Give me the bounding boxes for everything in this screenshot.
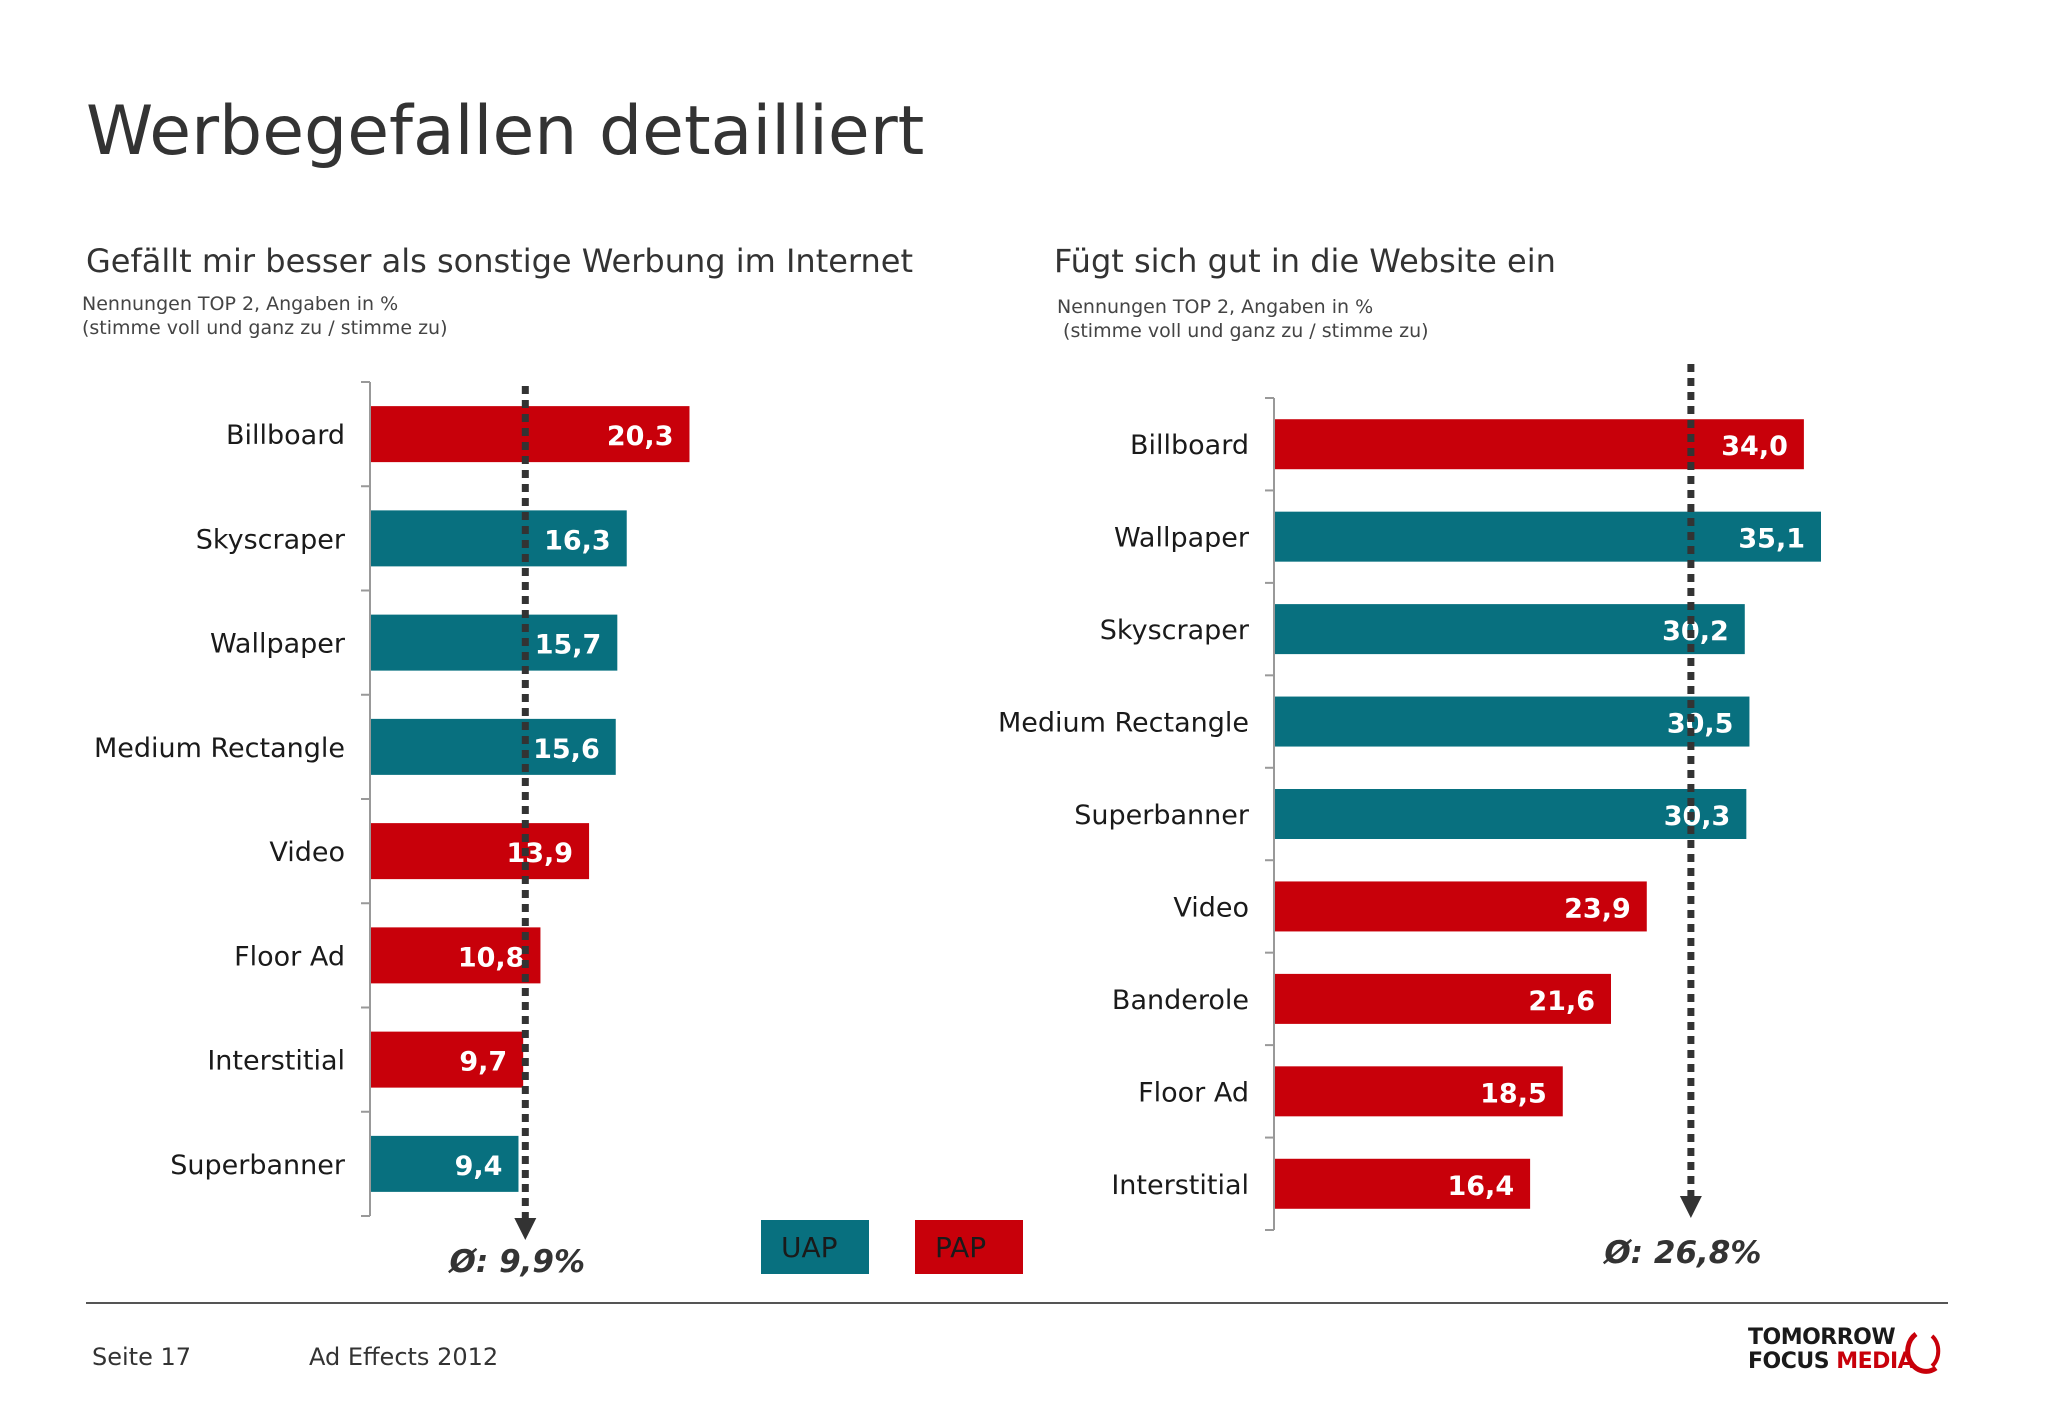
category-label: Skyscraper — [1100, 615, 1250, 646]
value-label: 10,8 — [458, 942, 525, 973]
logo-word-focus: FOCUS — [1748, 1349, 1830, 1374]
category-label: Superbanner — [1074, 800, 1250, 831]
average-label: Ø: 26,8% — [1602, 1235, 1761, 1271]
average-arrow-icon — [514, 1218, 537, 1240]
bar-interstitial — [1275, 1158, 1531, 1209]
value-label: 9,7 — [459, 1047, 507, 1078]
legend-pap: PAP — [915, 1220, 1023, 1274]
value-label: 30,3 — [1664, 801, 1731, 832]
average-arrow-icon — [1679, 1196, 1702, 1218]
category-label: Wallpaper — [210, 629, 346, 660]
category-label: Medium Rectangle — [998, 708, 1249, 739]
chart-2-title: Fügt sich gut in die Website ein — [1054, 242, 1556, 280]
value-label: 16,3 — [544, 525, 611, 556]
category-label: Billboard — [1130, 430, 1249, 461]
value-label: 34,0 — [1721, 431, 1788, 462]
value-label: 23,9 — [1564, 893, 1631, 924]
value-label: 30,2 — [1662, 616, 1729, 647]
logo-line-1: TOMORROW — [1748, 1325, 1896, 1350]
bar-interstitial — [371, 1031, 524, 1088]
bar-wallpaper — [371, 614, 618, 671]
bar-billboard — [1275, 419, 1804, 470]
category-label: Floor Ad — [1138, 1077, 1249, 1108]
category-label: Interstitial — [1111, 1170, 1249, 1201]
value-label: 15,7 — [535, 630, 602, 661]
bar-medium-rectangle — [371, 718, 616, 775]
value-label: 20,3 — [607, 421, 674, 452]
footer-study-name: Ad Effects 2012 — [309, 1343, 499, 1371]
company-logo: TOMORROW FOCUS MEDIA — [1748, 1326, 1948, 1374]
value-label: 18,5 — [1480, 1078, 1547, 1109]
category-label: Video — [269, 837, 345, 868]
value-label: 15,6 — [533, 734, 600, 765]
average-label: Ø: 9,9% — [448, 1244, 586, 1280]
chart-1-subtitle: Nennungen TOP 2, Angaben in % (stimme vo… — [82, 293, 448, 339]
value-label: 35,1 — [1738, 524, 1805, 555]
value-label: 9,4 — [455, 1151, 503, 1182]
bar-superbanner — [371, 1135, 519, 1192]
value-label: 16,4 — [1447, 1171, 1514, 1202]
bar-video — [371, 823, 590, 880]
legend-uap: UAP — [761, 1220, 869, 1274]
category-label: Video — [1173, 892, 1249, 923]
page-title: Werbegefallen detailliert — [86, 92, 925, 171]
category-label: Floor Ad — [234, 941, 345, 972]
bar-video — [1275, 881, 1647, 932]
footer-divider — [86, 1302, 1948, 1304]
chart-2-subtitle: Nennungen TOP 2, Angaben in % (stimme vo… — [1057, 296, 1429, 342]
category-label: Superbanner — [170, 1150, 346, 1181]
footer-page-number: Seite 17 — [92, 1343, 192, 1371]
bar-floor-ad — [371, 927, 541, 984]
category-label: Skyscraper — [196, 524, 346, 555]
bar-floor-ad — [1275, 1066, 1563, 1117]
value-label: 21,6 — [1528, 986, 1595, 1017]
category-label: Banderole — [1112, 985, 1249, 1016]
bar-billboard — [371, 406, 690, 463]
legend-pap-label: PAP — [935, 1231, 987, 1264]
bar-banderole — [1275, 973, 1611, 1024]
category-label: Wallpaper — [1114, 523, 1250, 554]
legend-uap-label: UAP — [781, 1231, 838, 1264]
bar-skyscraper — [1275, 604, 1745, 655]
logo-word-media: MEDIA — [1836, 1349, 1915, 1374]
bar-wallpaper — [1275, 511, 1821, 562]
bar-superbanner — [1275, 789, 1747, 839]
value-label: 13,9 — [506, 838, 573, 869]
bar-skyscraper — [371, 510, 627, 567]
bar-medium-rectangle — [1275, 696, 1750, 747]
value-label: 30,5 — [1667, 709, 1734, 740]
category-label: Medium Rectangle — [94, 733, 345, 764]
category-label: Billboard — [226, 420, 345, 451]
chart-1-title: Gefällt mir besser als sonstige Werbung … — [86, 242, 914, 280]
category-label: Interstitial — [207, 1046, 345, 1077]
logo-mark-icon — [1905, 1331, 1941, 1374]
